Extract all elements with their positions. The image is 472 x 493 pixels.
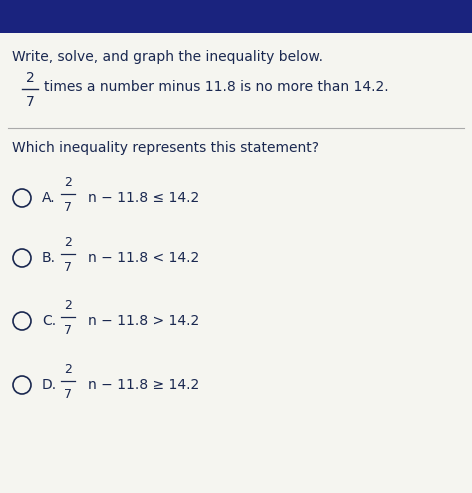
Bar	[0, 0, 472, 33]
Text: C.: C.	[42, 314, 56, 328]
Text: 7: 7	[64, 201, 72, 214]
Text: 2: 2	[64, 176, 72, 189]
Text: 2: 2	[64, 236, 72, 249]
Text: n − 11.8 > 14.2: n − 11.8 > 14.2	[88, 314, 199, 328]
Text: A.: A.	[42, 191, 56, 205]
Text: 2: 2	[25, 71, 34, 85]
Text: B.: B.	[42, 251, 56, 265]
Text: Which inequality represents this statement?: Which inequality represents this stateme…	[12, 141, 319, 155]
Text: 7: 7	[64, 324, 72, 337]
Text: 7: 7	[25, 95, 34, 109]
Text: 7: 7	[64, 388, 72, 401]
Text: 2: 2	[64, 299, 72, 312]
Text: n − 11.8 ≤ 14.2: n − 11.8 ≤ 14.2	[88, 191, 199, 205]
Text: 7: 7	[64, 261, 72, 274]
Text: n − 11.8 ≥ 14.2: n − 11.8 ≥ 14.2	[88, 378, 199, 392]
Text: D.: D.	[42, 378, 57, 392]
Text: n − 11.8 < 14.2: n − 11.8 < 14.2	[88, 251, 199, 265]
Text: 2: 2	[64, 363, 72, 376]
Text: times a number minus 11.8 is no more than 14.2.: times a number minus 11.8 is no more tha…	[44, 80, 388, 94]
Text: Write, solve, and graph the inequality below.: Write, solve, and graph the inequality b…	[12, 50, 323, 64]
